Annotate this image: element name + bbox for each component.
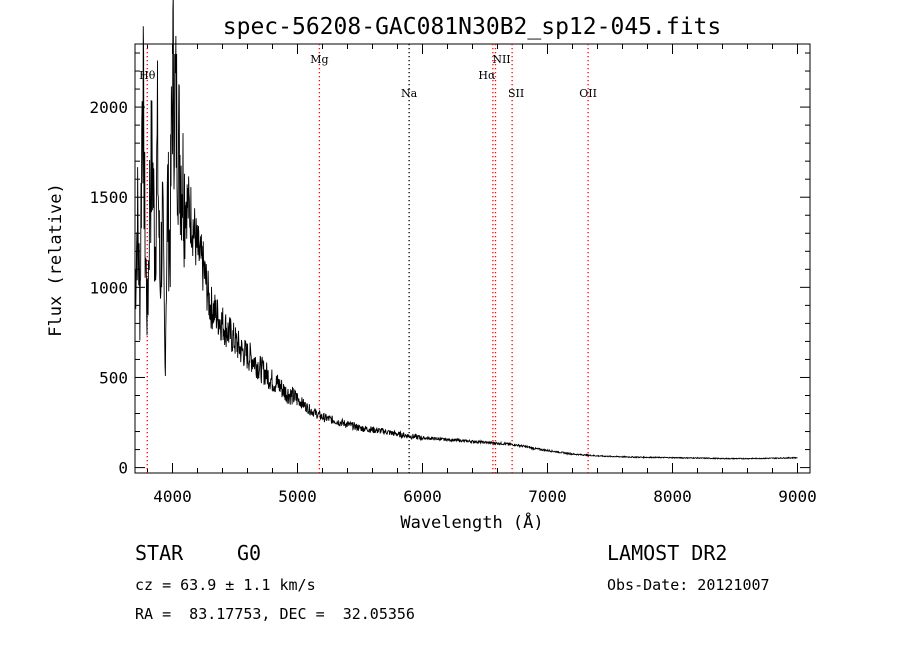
y-tick-label: 1500 — [89, 188, 128, 207]
object-subclass: G0 — [237, 541, 262, 565]
y-tick-label: 500 — [99, 368, 128, 387]
spectrum-series-line — [134, 0, 798, 461]
axis-ticks: 4000 5000 6000 7000 8000 9000 0 500 1000 1500 2000 — [89, 44, 817, 506]
object-class: STAR — [135, 541, 184, 565]
x-tick-label: 4000 — [153, 487, 192, 506]
redshift-cz: cz = 63.9 ± 1.1 km/s — [135, 576, 316, 594]
y-tick-label: 1000 — [89, 278, 128, 297]
x-tick-label: 6000 — [403, 487, 442, 506]
spectral-line-label: Mg — [310, 53, 328, 66]
spectral-lines: Hθ Mg Na NII Hα SII OII — [139, 44, 597, 473]
x-tick-label: 9000 — [778, 487, 817, 506]
y-tick-label: 2000 — [89, 98, 128, 117]
spectral-line-label: Hα — [478, 69, 496, 82]
x-tick-label: 7000 — [528, 487, 567, 506]
x-tick-label: 5000 — [278, 487, 317, 506]
spectral-line-label: NII — [492, 53, 510, 66]
y-tick-label: 0 — [118, 459, 128, 478]
x-tick-label: 8000 — [653, 487, 692, 506]
x-axis-label: Wavelength (Å) — [400, 511, 543, 533]
ra-dec: RA = 83.17753, DEC = 32.05356 — [135, 605, 415, 623]
spectral-line-label: Hθ — [139, 69, 156, 82]
survey-name: LAMOST DR2 — [607, 541, 728, 565]
obs-date: Obs-Date: 20121007 — [607, 576, 770, 594]
spectral-line-label: SII — [508, 87, 524, 100]
y-axis-label: Flux (relative) — [46, 183, 66, 337]
plot-frame — [134, 43, 811, 474]
spectral-line-label: OII — [579, 87, 597, 100]
spectral-line-label: Na — [401, 87, 418, 100]
chart-title: spec-56208-GAC081N30B2_sp12-045.fits — [223, 14, 722, 40]
